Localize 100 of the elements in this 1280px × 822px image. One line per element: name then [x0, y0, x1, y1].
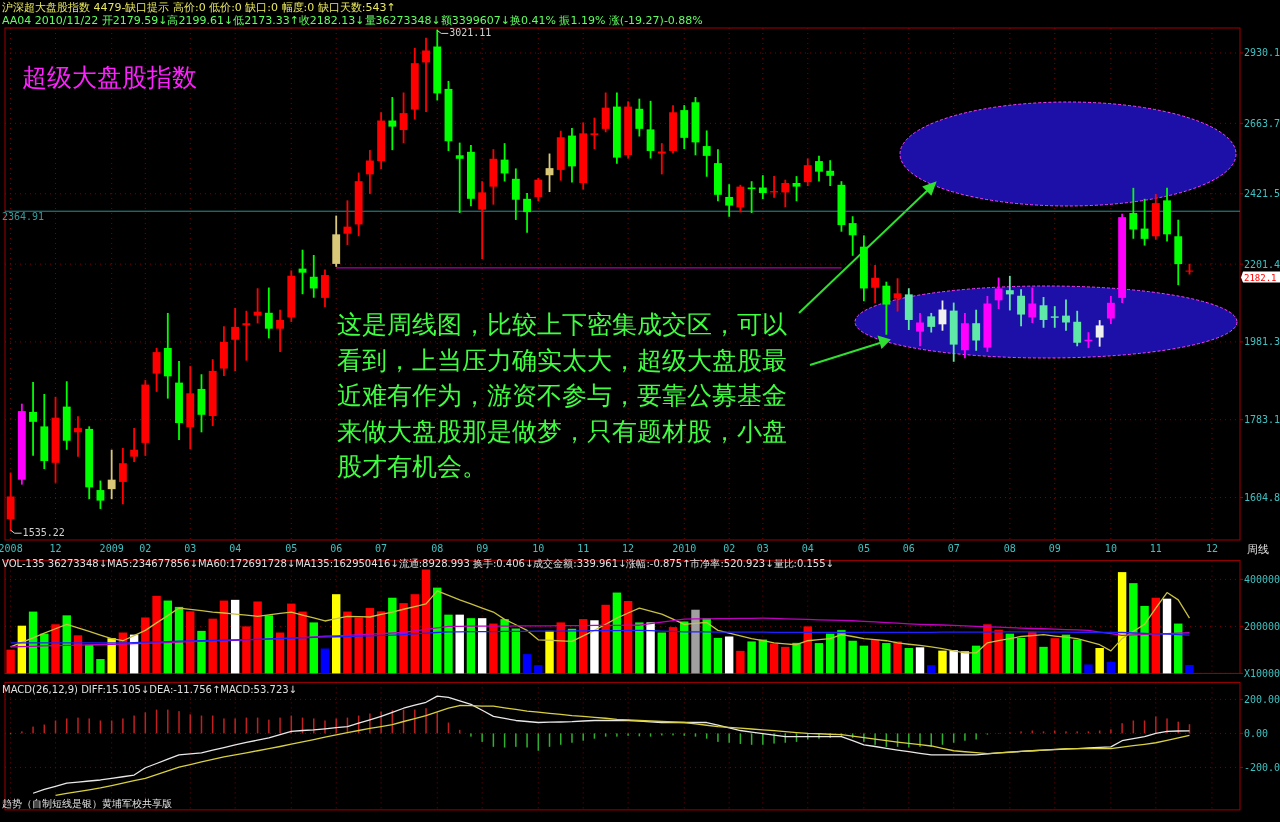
- candlestick: [455, 142, 464, 214]
- bar: [590, 620, 599, 674]
- candlestick: [534, 177, 543, 202]
- text: 超级大盘股指数: [22, 63, 197, 92]
- text: 沪深超大盘股指数 4479-缺口提示 高价:0 低价:0 缺口:0 幅度:0 缺口天数:543↑: [2, 1, 396, 14]
- candlestick: [478, 181, 487, 260]
- annotation: 趋势（自制短线是银）黄埔军校共享版: [2, 798, 172, 809]
- y-tick-label: 2663.7: [1244, 117, 1280, 129]
- bar: [1162, 598, 1172, 674]
- bar: [477, 618, 487, 674]
- candlestick: [29, 382, 37, 456]
- bar: [1061, 634, 1071, 674]
- bar: [96, 659, 105, 674]
- bar: [635, 622, 644, 674]
- candlestick: [1095, 320, 1104, 347]
- bar: [208, 618, 217, 674]
- bar: [1039, 646, 1048, 674]
- candlestick: [1005, 275, 1014, 311]
- bar: [242, 626, 251, 674]
- candlestick: [6, 472, 15, 532]
- annotation: VOL-135 36273348↓MA5:234677856↓MA60:172691728↓MA135:162950416↓流通:8928.993 换手:0.406↓成交金额:339.961↓涨幅:-0.875↑市净率:520.923↓量比:0.155↓: [2, 558, 834, 569]
- candlestick: [815, 155, 823, 182]
- ref-line-label: 2364.91: [2, 211, 45, 223]
- x-tick-label: 09: [476, 543, 489, 554]
- candlestick: [388, 97, 397, 151]
- bar: [534, 665, 543, 674]
- bar: [522, 654, 532, 674]
- candlestick: [1050, 306, 1059, 328]
- bar: [141, 617, 150, 674]
- candlestick: [916, 312, 924, 347]
- bar: [938, 650, 947, 674]
- candlestick: [1028, 287, 1037, 324]
- line-series: [9, 590, 1191, 654]
- y-tick-label: 2201.4: [1244, 258, 1280, 270]
- bar: [298, 611, 307, 674]
- bar: [545, 630, 554, 674]
- bar: [1016, 637, 1026, 674]
- bar: [287, 603, 296, 674]
- bar: [848, 640, 857, 674]
- x-tick-label: 11: [1149, 543, 1162, 554]
- annotation: 这是周线图，比较上下密集成交区，可以看到，上当压力确实太大，超级大盘股最近难有作为，游资不参与，要靠公募基金来做大盘股那是做梦，只有题材股，小盘股才有机会。: [337, 310, 787, 481]
- bar: [433, 587, 442, 674]
- candlestick: [1129, 187, 1138, 239]
- bar: [713, 637, 723, 674]
- candlestick: [365, 150, 374, 194]
- bar: [466, 618, 476, 674]
- y-tick-label: 0.00: [1244, 727, 1269, 739]
- x-tick-label: 12: [1205, 543, 1218, 554]
- bar: [309, 622, 318, 674]
- line-series: [9, 617, 1191, 648]
- y-tick-label: 1981.3: [1244, 336, 1280, 348]
- x-tick-label: 04: [229, 543, 242, 554]
- bar: [837, 630, 846, 674]
- candlestick: [871, 265, 880, 304]
- bar: [444, 614, 453, 674]
- bar: [623, 601, 633, 674]
- bar: [511, 628, 521, 674]
- x-tick-label: 05: [857, 543, 870, 554]
- x-tick-label: 05: [285, 543, 298, 554]
- x-tick-label: 02: [723, 543, 736, 554]
- x-tick-label: 07: [947, 543, 960, 554]
- x-tick-label: 12: [622, 543, 635, 554]
- bar: [904, 648, 914, 674]
- bar: [825, 633, 835, 674]
- candlestick: [826, 160, 835, 187]
- bar: [455, 614, 464, 674]
- bar: [915, 647, 925, 674]
- bar: [1072, 639, 1082, 674]
- y-tick-label: 400000: [1244, 573, 1280, 585]
- bar: [601, 604, 610, 674]
- bar: [893, 641, 902, 674]
- candlestick: [893, 278, 902, 312]
- y-tick-label: 1783.1: [1244, 414, 1280, 426]
- bar: [1106, 661, 1116, 674]
- annotation: 3021.11: [449, 27, 492, 39]
- bar: [1005, 633, 1015, 674]
- bar: [691, 609, 700, 674]
- x-tick-label: 2010: [672, 543, 697, 554]
- candlestick: [96, 480, 105, 509]
- bar: [781, 646, 790, 674]
- y-tick-label: 1604.8: [1244, 491, 1280, 503]
- x-tick-label: 09: [1048, 543, 1061, 554]
- bar: [612, 592, 622, 674]
- x-tick-label: 03: [184, 543, 197, 554]
- candlestick: [994, 277, 1003, 310]
- candlestick: [758, 175, 767, 200]
- bar: [1117, 572, 1127, 674]
- bar: [1140, 605, 1149, 674]
- x-tick-label: 12: [49, 543, 62, 554]
- candlestick: [500, 143, 509, 182]
- candlestick: [264, 287, 273, 339]
- bar: [343, 611, 352, 674]
- candlestick: [972, 309, 981, 351]
- candlestick: [321, 269, 329, 307]
- bar: [1129, 583, 1138, 674]
- candlestick: [107, 449, 116, 500]
- candlestick: [1073, 310, 1082, 347]
- bar: [680, 621, 689, 674]
- line-series: [9, 629, 1191, 644]
- candlestick: [152, 347, 161, 392]
